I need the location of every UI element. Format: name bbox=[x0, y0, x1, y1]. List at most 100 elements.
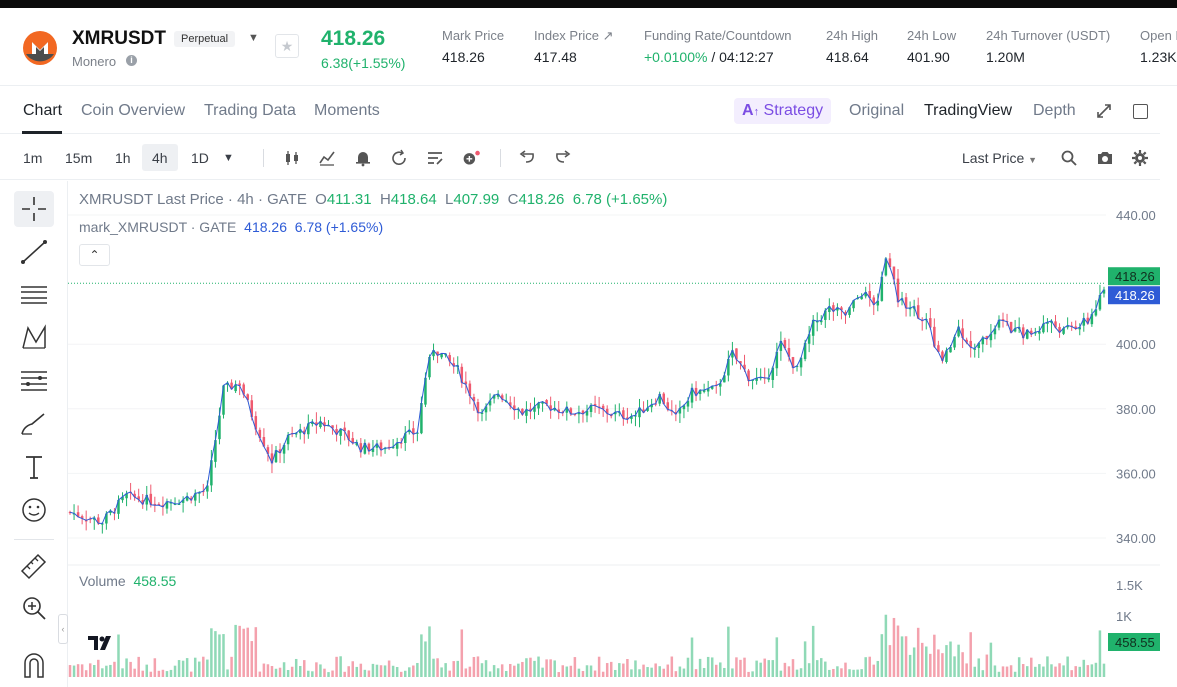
price-chart[interactable]: 440.00 400.00 380.00 360.00 340.00 418.26 418.… bbox=[68, 181, 1160, 687]
tab-moments[interactable]: Moments bbox=[314, 102, 380, 119]
chevron-down-icon[interactable]: ▼ bbox=[248, 32, 259, 44]
alert-icon[interactable] bbox=[354, 149, 372, 167]
volume-bar bbox=[149, 671, 153, 677]
legend-low: 407.99 bbox=[453, 191, 500, 208]
tab-depth[interactable]: Depth bbox=[1033, 102, 1076, 119]
candle-body bbox=[747, 370, 750, 381]
volume-bar bbox=[1078, 666, 1081, 677]
mark-legend-title: mark_XMRUSDT · GATE bbox=[79, 219, 237, 235]
volume-bar bbox=[294, 658, 298, 677]
redo-icon[interactable] bbox=[554, 149, 572, 167]
candle-body bbox=[856, 297, 859, 300]
pattern-icon[interactable] bbox=[18, 322, 50, 354]
volume-bar bbox=[125, 658, 128, 677]
undo-icon[interactable] bbox=[518, 149, 536, 167]
candles-icon[interactable] bbox=[283, 149, 301, 167]
volume-bar bbox=[1094, 662, 1098, 677]
interval-1m[interactable]: 1m bbox=[23, 150, 43, 166]
tab-chart[interactable]: Chart bbox=[23, 102, 63, 119]
gear-icon[interactable] bbox=[1131, 149, 1149, 167]
volume-bar bbox=[807, 663, 811, 677]
candle-body bbox=[395, 442, 399, 449]
interval-chevron-down-icon[interactable]: ▼ bbox=[223, 152, 234, 164]
candle-body bbox=[464, 381, 468, 385]
volume-bar bbox=[577, 668, 581, 677]
tab-coin-overview[interactable]: Coin Overview bbox=[81, 102, 186, 119]
search-icon[interactable] bbox=[1060, 149, 1078, 167]
fib-retracement-icon[interactable] bbox=[18, 365, 50, 397]
replay-icon[interactable] bbox=[390, 149, 408, 167]
volume-bar bbox=[210, 628, 213, 677]
camera-icon[interactable] bbox=[1096, 149, 1114, 167]
symbol-title[interactable]: XMRUSDT bbox=[72, 28, 166, 49]
candle-body bbox=[759, 377, 762, 379]
tab-trading-data[interactable]: Trading Data bbox=[204, 102, 296, 119]
magnet-icon[interactable] bbox=[18, 647, 50, 679]
ruler-icon[interactable] bbox=[18, 549, 50, 581]
candle-body bbox=[852, 300, 855, 309]
indicators-icon[interactable] bbox=[318, 149, 336, 167]
zoom-in-icon[interactable] bbox=[18, 592, 50, 624]
volume-bar bbox=[638, 669, 641, 677]
candle-body bbox=[226, 382, 229, 385]
emoji-icon[interactable] bbox=[18, 494, 50, 526]
volume-bar bbox=[626, 658, 629, 677]
templates-icon[interactable] bbox=[426, 149, 444, 167]
favorite-star-icon[interactable]: ★ bbox=[275, 34, 299, 58]
collapse-toolbar-handle[interactable]: ‹ bbox=[58, 614, 68, 644]
brush-icon[interactable] bbox=[18, 408, 50, 440]
candle-body bbox=[824, 310, 827, 320]
stat-index-price[interactable]: Index Price ↗ 417.48 bbox=[534, 28, 614, 65]
interval-1d[interactable]: 1D bbox=[191, 150, 209, 166]
candle-body bbox=[424, 377, 427, 405]
crosshair-icon[interactable] bbox=[18, 193, 50, 225]
volume-bar bbox=[391, 665, 395, 677]
candle-body bbox=[218, 415, 221, 440]
candle-body bbox=[593, 403, 597, 406]
volume-bar bbox=[678, 666, 682, 677]
horizontal-lines-icon[interactable] bbox=[18, 279, 50, 311]
candle-body bbox=[121, 496, 124, 501]
volume-bar bbox=[896, 625, 900, 677]
volume-bar bbox=[799, 668, 803, 677]
volume-bar bbox=[977, 658, 981, 677]
volume-bar bbox=[694, 669, 698, 677]
candle-body bbox=[133, 493, 136, 498]
info-icon[interactable]: i bbox=[126, 55, 137, 66]
volume-bar bbox=[674, 671, 678, 677]
volume-bar bbox=[1074, 666, 1077, 677]
volume-bar bbox=[557, 672, 560, 677]
trend-line-icon[interactable] bbox=[18, 236, 50, 268]
price-source-dropdown[interactable]: Last Price ▼ bbox=[962, 150, 1038, 166]
text-icon[interactable] bbox=[18, 451, 50, 483]
tab-tradingview[interactable]: TradingView bbox=[924, 102, 1013, 119]
candle-body bbox=[472, 396, 476, 402]
expand-icon[interactable] bbox=[1096, 103, 1112, 119]
candle-body bbox=[214, 440, 217, 462]
interval-1h[interactable]: 1h bbox=[115, 150, 131, 166]
mark-legend-change: 6.78 (+1.65%) bbox=[294, 219, 384, 235]
interval-15m[interactable]: 15m bbox=[65, 150, 93, 166]
interval-4h[interactable]: 4h bbox=[152, 150, 168, 166]
candle-body bbox=[565, 406, 569, 413]
candle-body bbox=[787, 347, 791, 357]
candle-body bbox=[416, 432, 419, 434]
volume-bar bbox=[355, 666, 359, 677]
window-icon[interactable] bbox=[1133, 104, 1148, 119]
volume-bar bbox=[395, 667, 399, 677]
volume-bar bbox=[618, 663, 621, 677]
candle-body bbox=[876, 300, 880, 306]
volume-bar bbox=[981, 670, 985, 677]
candle-body bbox=[1102, 289, 1106, 294]
volume-bar bbox=[436, 658, 439, 677]
strategy-button[interactable]: A↑ Strategy bbox=[734, 98, 832, 124]
legend-collapse-button[interactable]: ⌃ bbox=[79, 244, 110, 266]
candle-body bbox=[739, 361, 742, 364]
volume-bar bbox=[561, 665, 565, 677]
tab-original[interactable]: Original bbox=[849, 102, 905, 119]
volume-bar bbox=[775, 637, 779, 677]
add-plugin-icon[interactable] bbox=[462, 149, 480, 167]
volume-bar bbox=[129, 661, 132, 677]
candle-body bbox=[727, 359, 730, 376]
candle-body bbox=[282, 445, 286, 454]
